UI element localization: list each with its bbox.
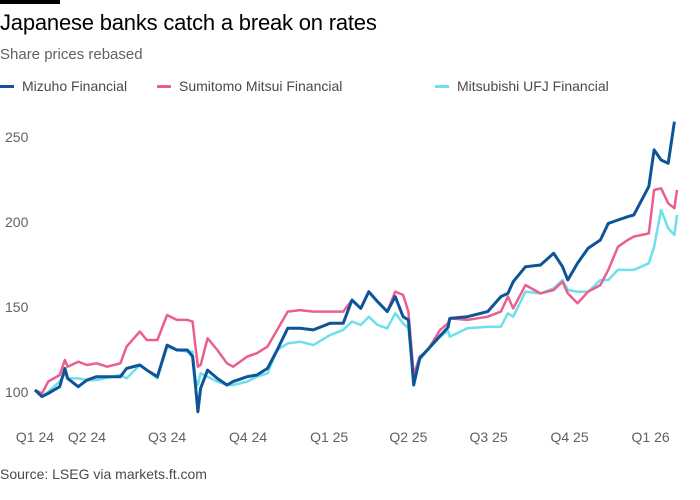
legend-label-mizuho: Mizuho Financial <box>22 78 128 94</box>
legend-item-smfg: Sumitomo Mitsui Financial <box>157 78 435 94</box>
x-tick-label: Q3 25 <box>469 429 507 445</box>
legend-swatch-mufg <box>435 84 449 88</box>
x-tick-label: Q3 24 <box>148 429 186 445</box>
series-line-mizuho-financial <box>33 121 676 414</box>
legend-label-mufg: Mitsubishi UFJ Financial <box>457 78 609 94</box>
legend-label-smfg: Sumitomo Mitsui Financial <box>179 78 343 94</box>
y-tick-label: 150 <box>5 299 29 315</box>
x-tick-label: Q4 25 <box>550 429 588 445</box>
chart-title: Japanese banks catch a break on rates <box>0 10 377 35</box>
x-tick-label: Q1 26 <box>632 429 670 445</box>
series-line-mitsubishi-ufj-financial <box>34 208 679 398</box>
x-tick-label: Q4 24 <box>229 429 267 445</box>
x-tick-label: Q1 25 <box>310 429 348 445</box>
legend-swatch-smfg <box>157 84 171 88</box>
chart-subtitle: Share prices rebased <box>0 46 143 63</box>
y-tick-label: 100 <box>5 384 29 400</box>
x-tick-label: Q2 24 <box>68 429 106 445</box>
y-tick-label: 200 <box>5 214 29 230</box>
x-tick-label: Q2 25 <box>389 429 427 445</box>
legend-item-mufg: Mitsubishi UFJ Financial <box>435 78 609 94</box>
legend-item-mizuho: Mizuho Financial <box>0 78 157 94</box>
legend: Mizuho Financial Sumitomo Mitsui Financi… <box>0 78 609 94</box>
brand-bar <box>0 0 60 4</box>
source-note: Source: LSEG via markets.ft.com <box>0 466 207 482</box>
y-tick-label: 250 <box>5 129 29 145</box>
x-tick-label: Q1 24 <box>16 429 54 445</box>
legend-swatch-mizuho <box>0 84 14 88</box>
